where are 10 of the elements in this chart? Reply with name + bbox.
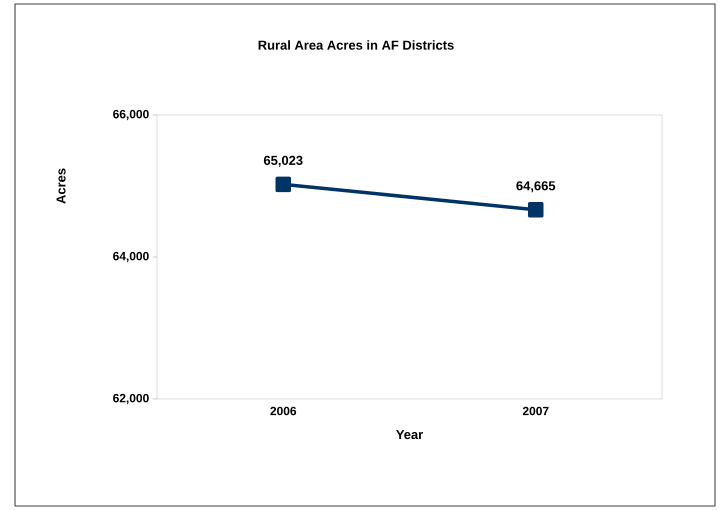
y-axis-title: Acres bbox=[56, 168, 66, 204]
x-axis-title: Year bbox=[396, 430, 423, 440]
data-label: 65,023 bbox=[264, 156, 303, 167]
data-label: 64,665 bbox=[516, 181, 556, 192]
y-tick-label: 64,000 bbox=[113, 252, 149, 262]
y-tick-label: 62,000 bbox=[113, 394, 149, 404]
y-tick-label: 66,000 bbox=[113, 110, 149, 120]
chart-title: Rural Area Acres in AF Districts bbox=[258, 40, 454, 50]
x-tick-label: 2006 bbox=[270, 406, 296, 416]
x-tick-label: 2007 bbox=[522, 406, 549, 416]
